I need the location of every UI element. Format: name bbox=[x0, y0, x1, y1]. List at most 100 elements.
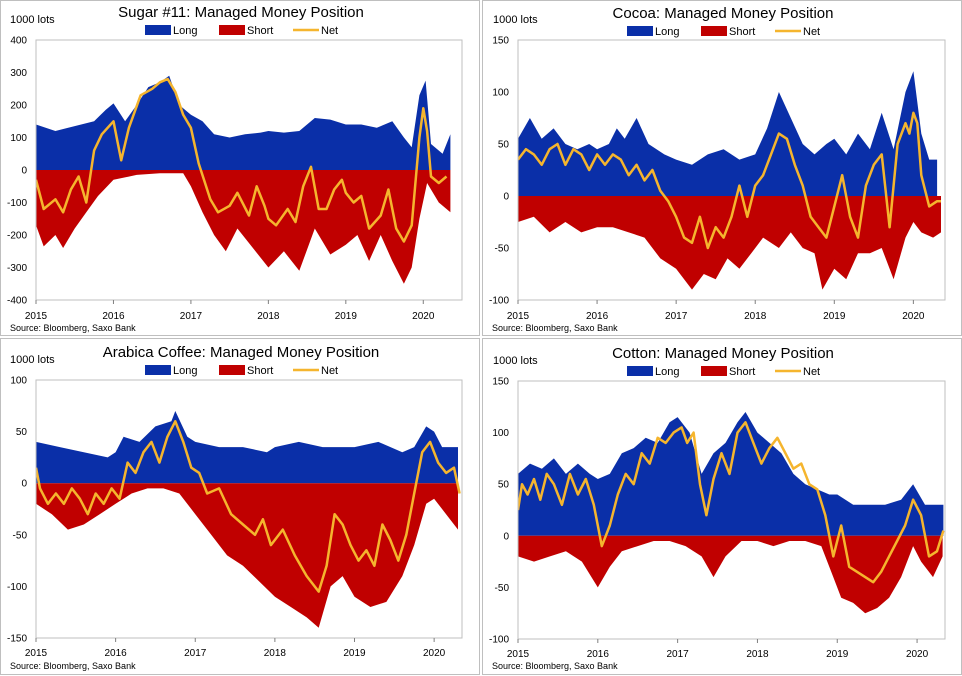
net-line bbox=[518, 421, 945, 584]
legend-short-label: Short bbox=[247, 365, 273, 377]
y-tick-label: -200 bbox=[7, 231, 27, 242]
source-note: Source: Bloomberg, Saxo Bank bbox=[492, 323, 618, 333]
plot-area bbox=[518, 71, 941, 290]
legend-short-swatch bbox=[701, 26, 727, 36]
legend-long-label: Long bbox=[655, 26, 679, 38]
y-tick-label: 50 bbox=[16, 427, 28, 438]
legend-short-swatch bbox=[701, 366, 727, 376]
y-unit-label: 1000 lots bbox=[10, 14, 55, 26]
x-tick-label: 2017 bbox=[180, 311, 203, 322]
net-line bbox=[36, 77, 448, 243]
x-tick-label: 2020 bbox=[906, 649, 929, 660]
x-tick-label: 2016 bbox=[102, 311, 125, 322]
plot-area bbox=[518, 412, 945, 614]
legend-net-label: Net bbox=[321, 365, 338, 377]
x-tick-label: 2018 bbox=[744, 311, 767, 322]
y-tick-label: 0 bbox=[21, 166, 27, 177]
x-tick-label: 2020 bbox=[412, 311, 435, 322]
legend-short-swatch bbox=[219, 25, 245, 35]
cotton-chart-panel: Cotton: Managed Money Position 1000 lots L… bbox=[482, 338, 962, 675]
x-tick-label: 2018 bbox=[264, 648, 287, 659]
x-tick-label: 2020 bbox=[902, 311, 925, 322]
net-line bbox=[36, 420, 461, 593]
y-tick-label: -100 bbox=[489, 296, 509, 307]
sugar-chart-panel: Sugar #11: Managed Money Position 1000 lo… bbox=[0, 0, 480, 336]
x-tick-label: 2016 bbox=[586, 311, 609, 322]
x-tick-label: 2017 bbox=[665, 311, 688, 322]
x-tick-label: 2019 bbox=[826, 649, 849, 660]
sugar-chart-svg: Sugar #11: Managed Money Position 1000 lo… bbox=[7, 4, 463, 333]
x-tick-label: 2015 bbox=[25, 311, 48, 322]
legend-long-swatch bbox=[145, 25, 171, 35]
arabica-coffee-chart-svg: Arabica Coffee: Managed Money Position 10… bbox=[7, 344, 463, 671]
plot-frame bbox=[35, 379, 463, 639]
legend-long-swatch bbox=[627, 366, 653, 376]
y-tick-label: -50 bbox=[495, 583, 510, 594]
long-area bbox=[36, 411, 458, 484]
x-tick-label: 2019 bbox=[823, 311, 846, 322]
plot-frame bbox=[517, 39, 946, 301]
y-unit-label: 1000 lots bbox=[10, 354, 55, 366]
source-note: Source: Bloomberg, Saxo Bank bbox=[492, 661, 618, 671]
legend-long-swatch bbox=[627, 26, 653, 36]
cotton-chart-svg: Cotton: Managed Money Position 1000 lots L… bbox=[489, 345, 946, 671]
x-tick-label: 2016 bbox=[587, 649, 610, 660]
x-tick-label: 2017 bbox=[184, 648, 207, 659]
y-tick-label: 300 bbox=[10, 68, 27, 79]
legend-short-label: Short bbox=[729, 26, 755, 38]
legend-long-label: Long bbox=[173, 25, 197, 37]
x-tick-label: 2017 bbox=[667, 649, 690, 660]
plot-area bbox=[36, 411, 461, 628]
legend-net-label: Net bbox=[803, 366, 820, 378]
legend-net-label: Net bbox=[321, 25, 338, 37]
legend-long-label: Long bbox=[655, 366, 679, 378]
chart-title: Cocoa: Managed Money Position bbox=[613, 5, 834, 22]
cocoa-chart-svg: Cocoa: Managed Money Position 1000 lots Lo… bbox=[489, 5, 946, 333]
y-tick-label: 100 bbox=[10, 133, 27, 144]
y-tick-label: 50 bbox=[498, 480, 510, 491]
x-tick-label: 2018 bbox=[746, 649, 769, 660]
cocoa-chart-panel: Cocoa: Managed Money Position 1000 lots Lo… bbox=[482, 0, 962, 336]
x-tick-label: 2019 bbox=[343, 648, 366, 659]
chart-title: Sugar #11: Managed Money Position bbox=[118, 4, 364, 21]
x-tick-label: 2018 bbox=[257, 311, 280, 322]
short-area bbox=[36, 170, 451, 284]
y-tick-label: 150 bbox=[492, 36, 509, 47]
y-tick-label: -50 bbox=[13, 530, 28, 541]
y-tick-label: 0 bbox=[503, 192, 509, 203]
legend-net-label: Net bbox=[803, 26, 820, 38]
y-tick-label: 100 bbox=[492, 428, 509, 439]
y-tick-label: -50 bbox=[495, 244, 510, 255]
short-area bbox=[36, 483, 458, 628]
y-tick-label: 400 bbox=[10, 36, 27, 47]
y-tick-label: 100 bbox=[492, 88, 509, 99]
plot-area bbox=[36, 75, 451, 284]
y-tick-label: 0 bbox=[21, 479, 27, 490]
long-area bbox=[518, 71, 938, 196]
legend-short-label: Short bbox=[729, 366, 755, 378]
y-tick-label: 0 bbox=[503, 531, 509, 542]
y-tick-label: -100 bbox=[489, 635, 509, 646]
short-area bbox=[518, 535, 943, 614]
y-tick-label: 150 bbox=[492, 377, 509, 388]
x-tick-label: 2015 bbox=[507, 649, 530, 660]
long-area bbox=[36, 75, 451, 170]
y-tick-label: -300 bbox=[7, 263, 27, 274]
y-tick-label: -150 bbox=[7, 634, 27, 645]
x-tick-label: 2015 bbox=[507, 311, 530, 322]
legend-short-label: Short bbox=[247, 25, 273, 37]
plot-frame bbox=[35, 39, 463, 301]
legend-long-swatch bbox=[145, 365, 171, 375]
x-tick-label: 2019 bbox=[335, 311, 358, 322]
legend-short-swatch bbox=[219, 365, 245, 375]
chart-title: Arabica Coffee: Managed Money Position bbox=[103, 344, 380, 361]
net-line bbox=[518, 111, 941, 250]
legend-long-label: Long bbox=[173, 365, 197, 377]
y-unit-label: 1000 lots bbox=[493, 14, 538, 26]
y-tick-label: 200 bbox=[10, 101, 27, 112]
x-tick-label: 2015 bbox=[25, 648, 48, 659]
arabica-coffee-chart-panel: Arabica Coffee: Managed Money Position 10… bbox=[0, 338, 480, 675]
y-unit-label: 1000 lots bbox=[493, 355, 538, 367]
x-tick-label: 2020 bbox=[423, 648, 446, 659]
y-tick-label: -100 bbox=[7, 198, 27, 209]
